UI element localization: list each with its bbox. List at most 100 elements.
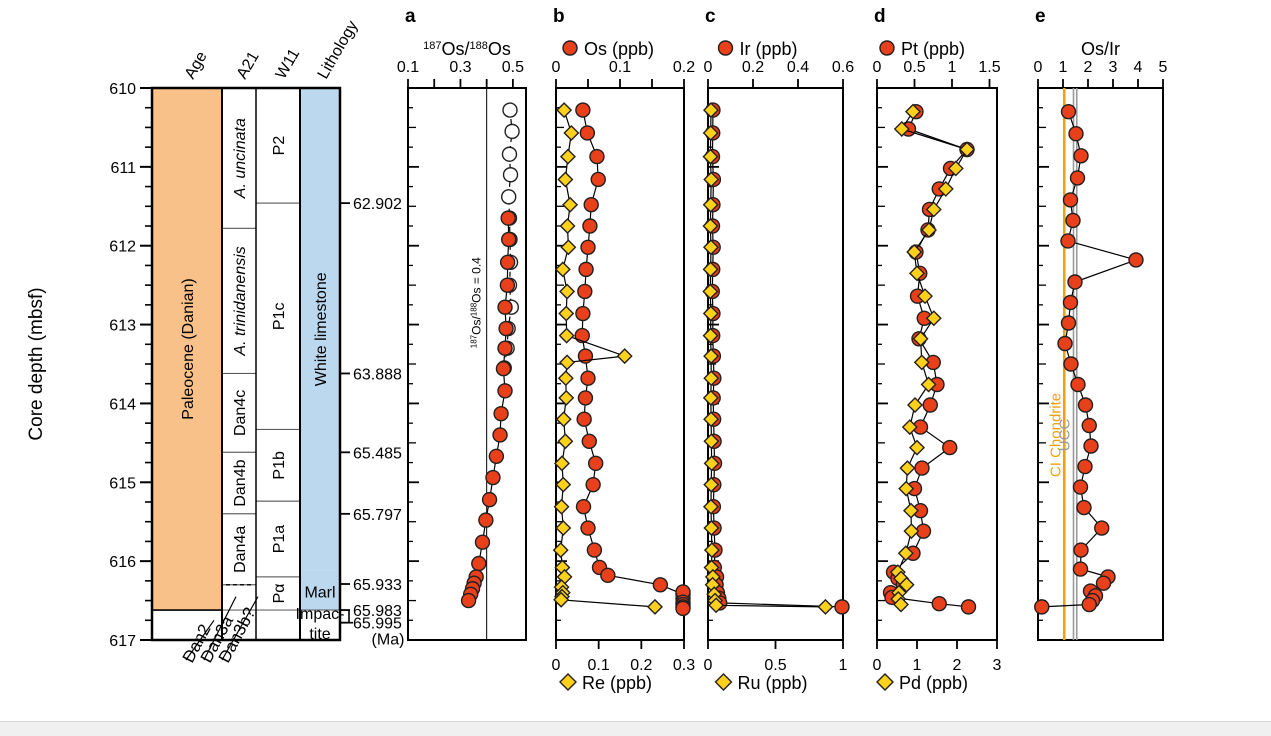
panel-frame (555, 87, 685, 641)
strat-litho-label: Impac- (296, 606, 345, 623)
panel-title: 187Os/188Os (423, 39, 511, 59)
data-point-diamond (702, 196, 719, 213)
data-point-circle (498, 320, 514, 337)
data-point-circle (1094, 520, 1110, 536)
data-point-diamond (553, 455, 570, 472)
depth-tick-label: 616 (109, 554, 136, 571)
data-point-diamond (959, 141, 975, 158)
data-point-diamond (913, 354, 930, 371)
strat-w11-cell (255, 428, 301, 502)
data-point-diamond (703, 455, 720, 472)
data-point-circle (1095, 575, 1112, 591)
x-tick-label-top: 1 (948, 59, 957, 76)
data-point-diamond (563, 124, 580, 141)
x-tick-label-top: 0.6 (832, 59, 854, 76)
data-point-diamond (552, 542, 569, 559)
strat-a21-label: A. trinidanensis (232, 246, 249, 356)
strat-litho-cell (299, 609, 341, 641)
data-point-circle (1063, 356, 1079, 372)
data-point-open-circle (500, 189, 517, 205)
data-point-diamond (920, 376, 937, 393)
data-point-diamond (893, 121, 910, 137)
data-point-circle (577, 283, 593, 300)
callout-line (185, 619, 215, 661)
data-point-circle (1077, 458, 1093, 475)
data-point-diamond (907, 397, 923, 413)
strat-header-w11: W11 (273, 46, 304, 82)
data-point-circle (589, 148, 605, 165)
panel-letter-a: a (405, 6, 416, 27)
x-tick-label-bottom: 1 (913, 657, 922, 674)
data-point-circle (1068, 126, 1084, 142)
data-point-circle (1057, 335, 1073, 352)
data-point-circle (471, 555, 487, 572)
strat-w11-cell (255, 202, 301, 430)
x-tick-label-bottom: 0.3 (673, 657, 695, 674)
series-line (1041, 111, 1138, 608)
series-line (711, 110, 843, 608)
depth-axis: 610 611 612 613 614 615 616 617 Core depth (mbsf… (26, 81, 153, 650)
data-point-open-circle (502, 102, 518, 118)
data-point-circle (583, 197, 599, 213)
data-point-diamond (555, 476, 572, 493)
data-point-circle (581, 433, 597, 449)
data-point-circle (499, 254, 516, 270)
age-bracket (348, 610, 353, 624)
data-point-circle (922, 397, 938, 413)
data-point-diamond (897, 545, 914, 562)
x-tick-label-top: 1.5 (978, 59, 1000, 76)
data-point-circle (492, 427, 508, 443)
strat-a21-cell (221, 584, 257, 611)
strat-a21-label: Dan4c (232, 390, 249, 436)
data-point-circle (1062, 192, 1079, 208)
data-point-circle (834, 599, 850, 615)
strat-w11-cell (255, 576, 301, 611)
data-point-circle (577, 390, 594, 406)
strat-litho-label: Marl (304, 584, 335, 601)
x-tick-label-bottom: 0 (704, 657, 713, 674)
data-point-circle (1073, 148, 1089, 164)
data-point-circle (1072, 561, 1089, 577)
data-point-diamond (909, 439, 925, 456)
x-tick-label-top: 0 (552, 59, 561, 76)
data-point-diamond (616, 348, 633, 365)
age-marker-label: 65.995 (353, 616, 402, 633)
data-point-circle (914, 460, 930, 476)
data-point-diamond (555, 520, 572, 537)
age-unit-label: (Ma) (372, 631, 405, 648)
data-point-diamond (912, 330, 929, 347)
data-point-circle (497, 340, 513, 356)
data-point-diamond (553, 591, 570, 608)
data-point-circle (1060, 233, 1076, 249)
data-point-circle (1076, 499, 1092, 516)
data-point-circle (587, 455, 604, 472)
data-point-circle (582, 218, 598, 234)
data-point-circle (574, 327, 590, 344)
strat-a21-label: Dan4b (232, 459, 249, 506)
data-point-diamond (703, 370, 720, 387)
data-point-circle (1034, 599, 1050, 615)
data-point-diamond (917, 288, 933, 305)
data-point-diamond (554, 261, 571, 278)
data-point-diamond (702, 102, 719, 119)
series-ir-ppb- (704, 102, 850, 615)
x-tick-label-top: 0.5 (903, 59, 925, 76)
x-tick-label-top: 0.3 (449, 59, 471, 76)
data-point-diamond (921, 221, 937, 238)
x-tick-label-top: 4 (1134, 59, 1143, 76)
data-point-open-circle (501, 146, 518, 162)
data-point-circle (1060, 315, 1077, 331)
data-point-circle (485, 469, 501, 486)
data-point-circle (500, 210, 516, 226)
data-point-diamond (559, 148, 576, 165)
annotation-label: 187Os/188Os = 0.4 (469, 257, 484, 348)
panel-title: Os/Ir (1081, 39, 1120, 59)
strat-frame (150, 86, 342, 642)
depth-tick-label: 614 (109, 396, 136, 413)
x-tick-label-bottom: 3 (993, 657, 1002, 674)
data-point-diamond (893, 596, 909, 613)
data-point-diamond (937, 180, 954, 197)
data-point-diamond (560, 239, 577, 256)
